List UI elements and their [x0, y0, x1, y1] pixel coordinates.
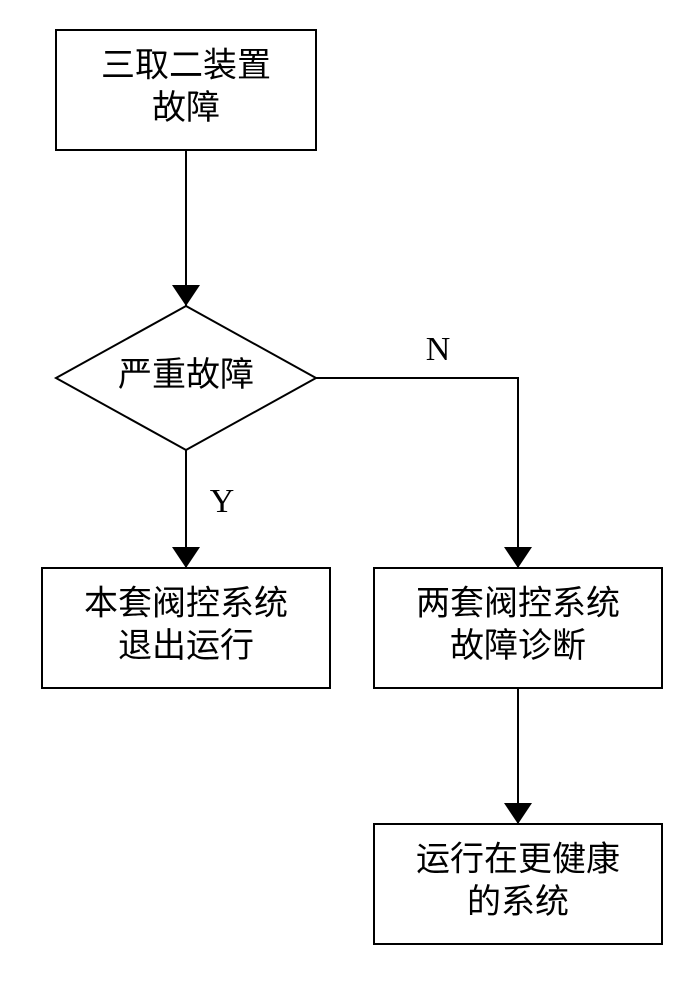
edge-label-Y: Y: [210, 483, 235, 520]
node-n5-line-0: 运行在更健康: [416, 841, 620, 879]
node-n3: 本套阀控系统退出运行: [42, 568, 330, 688]
node-n4: 两套阀控系统故障诊断: [374, 568, 662, 688]
node-n3-line-1: 退出运行: [118, 627, 254, 665]
node-n2-line-0: 严重故障: [118, 356, 254, 394]
node-n5-line-1: 的系统: [467, 883, 569, 921]
node-n1-line-1: 故障: [152, 89, 220, 127]
node-n1-line-0: 三取二装置: [101, 47, 271, 85]
node-n5: 运行在更健康的系统: [374, 824, 662, 944]
node-n4-line-0: 两套阀控系统: [416, 585, 620, 623]
node-n4-line-1: 故障诊断: [450, 627, 586, 665]
node-n1: 三取二装置故障: [56, 30, 316, 150]
node-n3-line-0: 本套阀控系统: [84, 585, 288, 623]
node-n2: 严重故障: [56, 306, 316, 450]
edge-label-N: N: [426, 331, 451, 368]
edge-n2-n4: [316, 378, 518, 568]
